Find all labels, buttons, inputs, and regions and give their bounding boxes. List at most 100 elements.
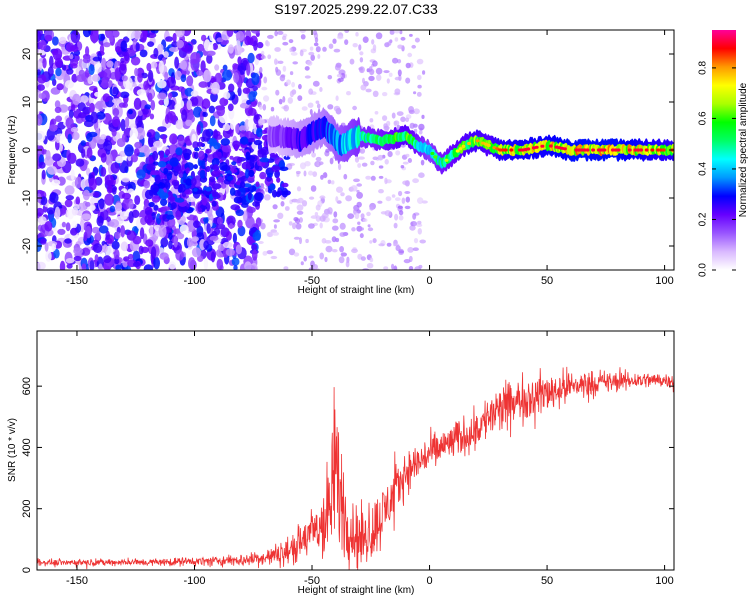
noise-blob [288, 248, 296, 256]
noise-blob [78, 112, 87, 119]
noise-blob [237, 219, 243, 229]
signal-blob [255, 165, 263, 172]
noise-blob [397, 205, 403, 209]
noise-blob [115, 264, 122, 270]
noise-blob [382, 92, 388, 97]
noise-blob [133, 97, 142, 110]
noise-blob [100, 33, 106, 41]
noise-blob [308, 170, 314, 176]
noise-blob [398, 210, 404, 216]
noise-blob [396, 111, 404, 116]
noise-blob [416, 223, 423, 227]
noise-blob [360, 84, 367, 91]
noise-blob [44, 221, 53, 232]
signal-blob [196, 141, 204, 147]
noise-blob [64, 238, 72, 244]
noise-blob [120, 40, 128, 52]
noise-blob [246, 99, 252, 105]
noise-blob [407, 247, 414, 253]
noise-blob [247, 265, 258, 270]
ridge-peak [500, 148, 505, 152]
noise-blob [319, 195, 326, 200]
noise-blob [70, 227, 78, 236]
signal-blob [148, 201, 155, 208]
noise-blob [66, 68, 74, 75]
noise-blob [304, 66, 310, 71]
ridge-peak [503, 148, 508, 152]
noise-blob [352, 105, 357, 111]
noise-blob [237, 44, 242, 56]
noise-blob [73, 255, 82, 262]
chart-title: S197.2025.299.22.07.C33 [274, 1, 438, 17]
noise-blob [262, 104, 267, 111]
noise-blob [167, 92, 173, 100]
noise-blob [44, 34, 53, 42]
noise-blob [102, 93, 111, 103]
noise-blob [263, 95, 270, 102]
noise-blob [414, 37, 420, 43]
ridge-peak [486, 143, 491, 147]
noise-blob [316, 103, 321, 109]
noise-blob [322, 46, 327, 52]
colorbar-tick-label: 0.2 [698, 212, 709, 226]
noise-blob [277, 30, 284, 35]
noise-blob [231, 257, 240, 266]
noise-blob [212, 42, 218, 51]
noise-blob [246, 206, 256, 214]
noise-blob [106, 60, 114, 68]
noise-blob [356, 189, 360, 193]
noise-blob [270, 106, 275, 112]
noise-blob [134, 141, 143, 149]
noise-blob [309, 46, 314, 51]
noise-blob [115, 202, 123, 212]
spectrogram-x-ticks: -150 -100 -50 0 50 100 [66, 30, 674, 287]
noise-blob [111, 129, 117, 137]
signal-blob [159, 150, 164, 159]
noise-blob [113, 248, 120, 260]
noise-blob [356, 209, 361, 214]
ridge-peak [656, 148, 660, 152]
noise-blob [395, 197, 401, 202]
noise-blob [351, 227, 356, 232]
noise-blob [71, 73, 78, 83]
noise-blob [359, 233, 364, 239]
noise-blob [361, 162, 368, 167]
noise-blob [149, 113, 155, 120]
noise-blob [322, 212, 329, 218]
noise-blob [368, 75, 375, 82]
noise-blob [251, 72, 260, 86]
ridge-peak [644, 148, 649, 152]
signal-blob [166, 214, 175, 220]
noise-blob [129, 127, 139, 141]
signal-blob [217, 176, 224, 182]
noise-blob [114, 231, 121, 240]
x-tick-label: 100 [655, 275, 673, 287]
signal-blob [255, 181, 260, 188]
noise-blob [360, 213, 365, 219]
noise-blob [314, 37, 319, 43]
signal-blob [169, 196, 176, 202]
signal-blob [229, 187, 236, 196]
noise-blob [69, 45, 79, 52]
noise-blob [402, 161, 409, 165]
noise-blob [45, 250, 52, 262]
noise-blob [92, 30, 99, 37]
noise-blob [405, 117, 410, 123]
noise-blob [71, 220, 78, 229]
noise-blob [412, 247, 419, 251]
signal-blob [173, 181, 180, 190]
noise-blob [98, 225, 109, 234]
noise-blob [260, 183, 265, 188]
noise-blob [216, 258, 224, 270]
noise-blob [223, 91, 231, 100]
signal-blob [205, 186, 212, 192]
noise-blob [277, 60, 284, 64]
noise-blob [251, 243, 258, 251]
noise-blob [366, 211, 371, 217]
noise-blob [162, 134, 167, 144]
signal-blob [159, 178, 170, 184]
noise-blob [124, 116, 130, 129]
signal-blob [227, 175, 234, 181]
x-tick-label: 50 [541, 275, 553, 287]
snr-panel: -150 -100 -50 0 50 100 0 200 400 600 Height of s… [7, 330, 675, 596]
